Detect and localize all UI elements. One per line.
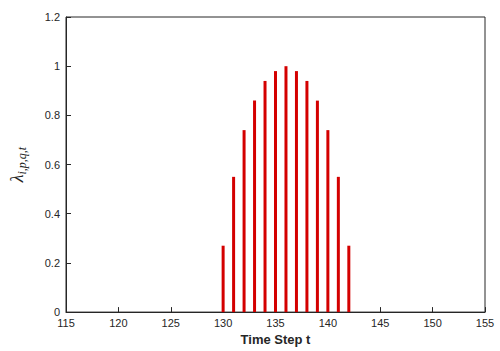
svg-text:115: 115 — [57, 317, 75, 329]
svg-text:1.2: 1.2 — [45, 11, 60, 23]
svg-text:0.6: 0.6 — [45, 159, 60, 171]
svg-text:λ: λ — [7, 174, 27, 183]
svg-text:0.2: 0.2 — [45, 257, 60, 269]
svg-text:1: 1 — [54, 60, 60, 72]
svg-text:125: 125 — [162, 317, 180, 329]
svg-text:135: 135 — [266, 317, 284, 329]
svg-text:0.4: 0.4 — [45, 208, 60, 220]
svg-text:0: 0 — [53, 306, 60, 319]
svg-text:130: 130 — [214, 317, 232, 329]
svg-text:145: 145 — [371, 317, 389, 329]
svg-text:i,p,q,t: i,p,q,t — [15, 146, 29, 174]
svg-text:0.8: 0.8 — [45, 109, 60, 121]
svg-text:150: 150 — [423, 317, 441, 329]
svg-text:140: 140 — [319, 317, 337, 329]
svg-text:120: 120 — [109, 317, 127, 329]
svg-text:155: 155 — [476, 317, 494, 329]
svg-text:Time Step t: Time Step t — [241, 332, 312, 347]
